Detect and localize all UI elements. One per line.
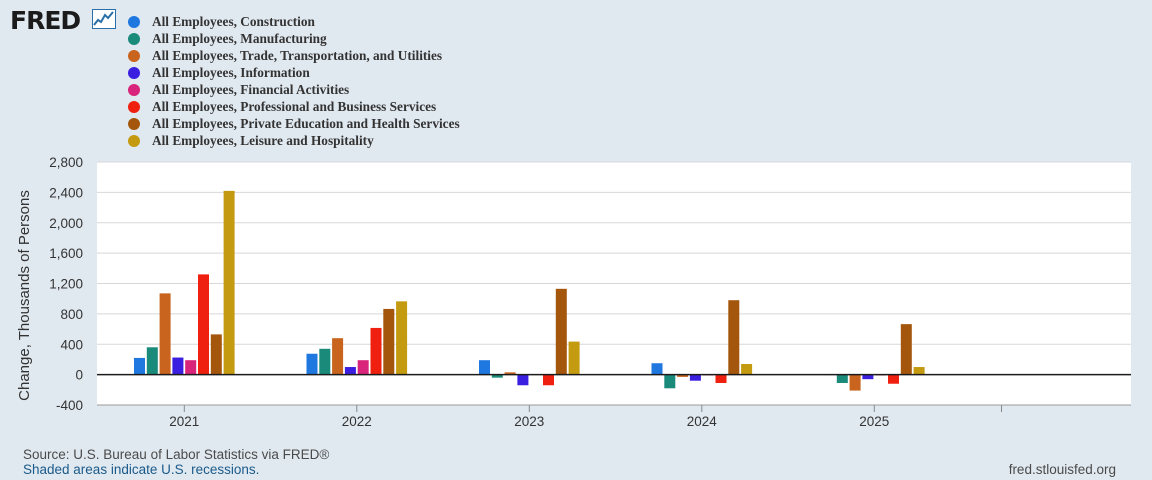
recession-note-link[interactable]: Shaded areas indicate U.S. recessions. [23,462,260,477]
fred-site-link[interactable]: fred.stlouisfed.org [1008,462,1116,477]
y-tick-label: -400 [56,398,83,413]
legend-label: All Employees, Leisure and Hospitality [152,132,374,148]
legend-swatch-icon [128,66,140,79]
x-tick-label: 2024 [687,414,718,429]
y-tick-label: 400 [60,337,83,352]
bar [306,353,318,375]
y-tick-label: 2,000 [49,216,83,231]
legend-item[interactable]: All Employees, Leisure and Hospitality [128,132,460,149]
bar [543,374,554,386]
bar [555,288,567,375]
legend-item[interactable]: All Employees, Financial Activities [128,81,460,98]
bar [888,374,899,384]
legend-swatch-icon [128,32,140,45]
bar [900,324,912,375]
bar [223,190,235,375]
bar [689,374,701,381]
bar [504,372,516,375]
legend-item[interactable]: All Employees, Information [128,64,460,81]
legend-swatch-icon [128,15,140,28]
bar [146,347,158,375]
bar [134,357,145,375]
legend-label: All Employees, Professional and Business… [152,98,437,114]
legend-label: All Employees, Manufacturing [152,30,327,46]
legend-item[interactable]: All Employees, Trade, Transportation, an… [128,47,460,64]
legend-swatch-icon [128,49,140,62]
bar [159,293,171,375]
source-text: Source: U.S. Bureau of Labor Statistics … [23,447,330,462]
x-tick-label: 2021 [169,414,199,429]
x-tick-label: 2023 [514,414,544,429]
fred-logo[interactable]: FRED [10,6,81,35]
bar [491,374,503,378]
legend-label: All Employees, Construction [152,13,315,29]
footer-source: Source: U.S. Bureau of Labor Statistics … [23,447,329,477]
bar-chart: -400 0 400 800 1,200 1,600 2,000 2,400 2,800 Chan… [16,155,1131,429]
bar [568,341,580,375]
y-tick-label: 800 [60,307,83,322]
legend-swatch-icon [128,134,140,147]
bar [370,327,382,375]
y-tick-label: 2,400 [49,185,83,200]
bar [357,360,369,375]
bar [715,374,727,383]
bar [383,308,395,375]
legend-label: All Employees, Information [152,64,310,80]
y-tick-label: 0 [75,368,83,383]
legend-label: All Employees, Private Education and Hea… [152,115,460,131]
bar [664,374,676,389]
legend-item[interactable]: All Employees, Construction [128,13,460,30]
legend-item[interactable]: All Employees, Manufacturing [128,30,460,47]
fred-logo-graph-icon [92,9,116,29]
legend-swatch-icon [128,83,140,96]
bar [862,374,874,380]
legend-item[interactable]: All Employees, Private Education and Hea… [128,115,460,132]
legend-label: All Employees, Financial Activities [152,81,350,97]
bar [396,301,408,375]
y-tick-label: 1,600 [49,246,83,261]
bar [198,274,209,375]
bar [319,348,331,375]
bar [677,374,689,377]
y-tick-label: 1,200 [49,277,83,292]
bar [172,357,184,375]
bar [344,367,356,375]
bar [210,334,222,375]
bar [479,360,490,375]
x-tick-label: 2025 [859,414,889,429]
legend-label: All Employees, Trade, Transportation, an… [152,47,443,63]
legend-item[interactable]: All Employees, Professional and Business… [128,98,460,115]
bar [849,374,861,391]
bar [741,363,753,375]
x-tick-label: 2022 [342,414,372,429]
bar [836,374,848,383]
bar [651,363,663,375]
bar [913,367,925,375]
legend-swatch-icon [128,117,140,130]
bar [185,360,197,375]
y-tick-label: 2,800 [49,155,83,170]
legend-swatch-icon [128,100,140,113]
chart-legend: All Employees, Construction All Employees… [128,13,460,149]
y-axis-label: Change, Thousands of Persons [16,190,33,401]
bar [517,374,529,386]
bar [332,338,344,375]
bar [728,300,740,375]
